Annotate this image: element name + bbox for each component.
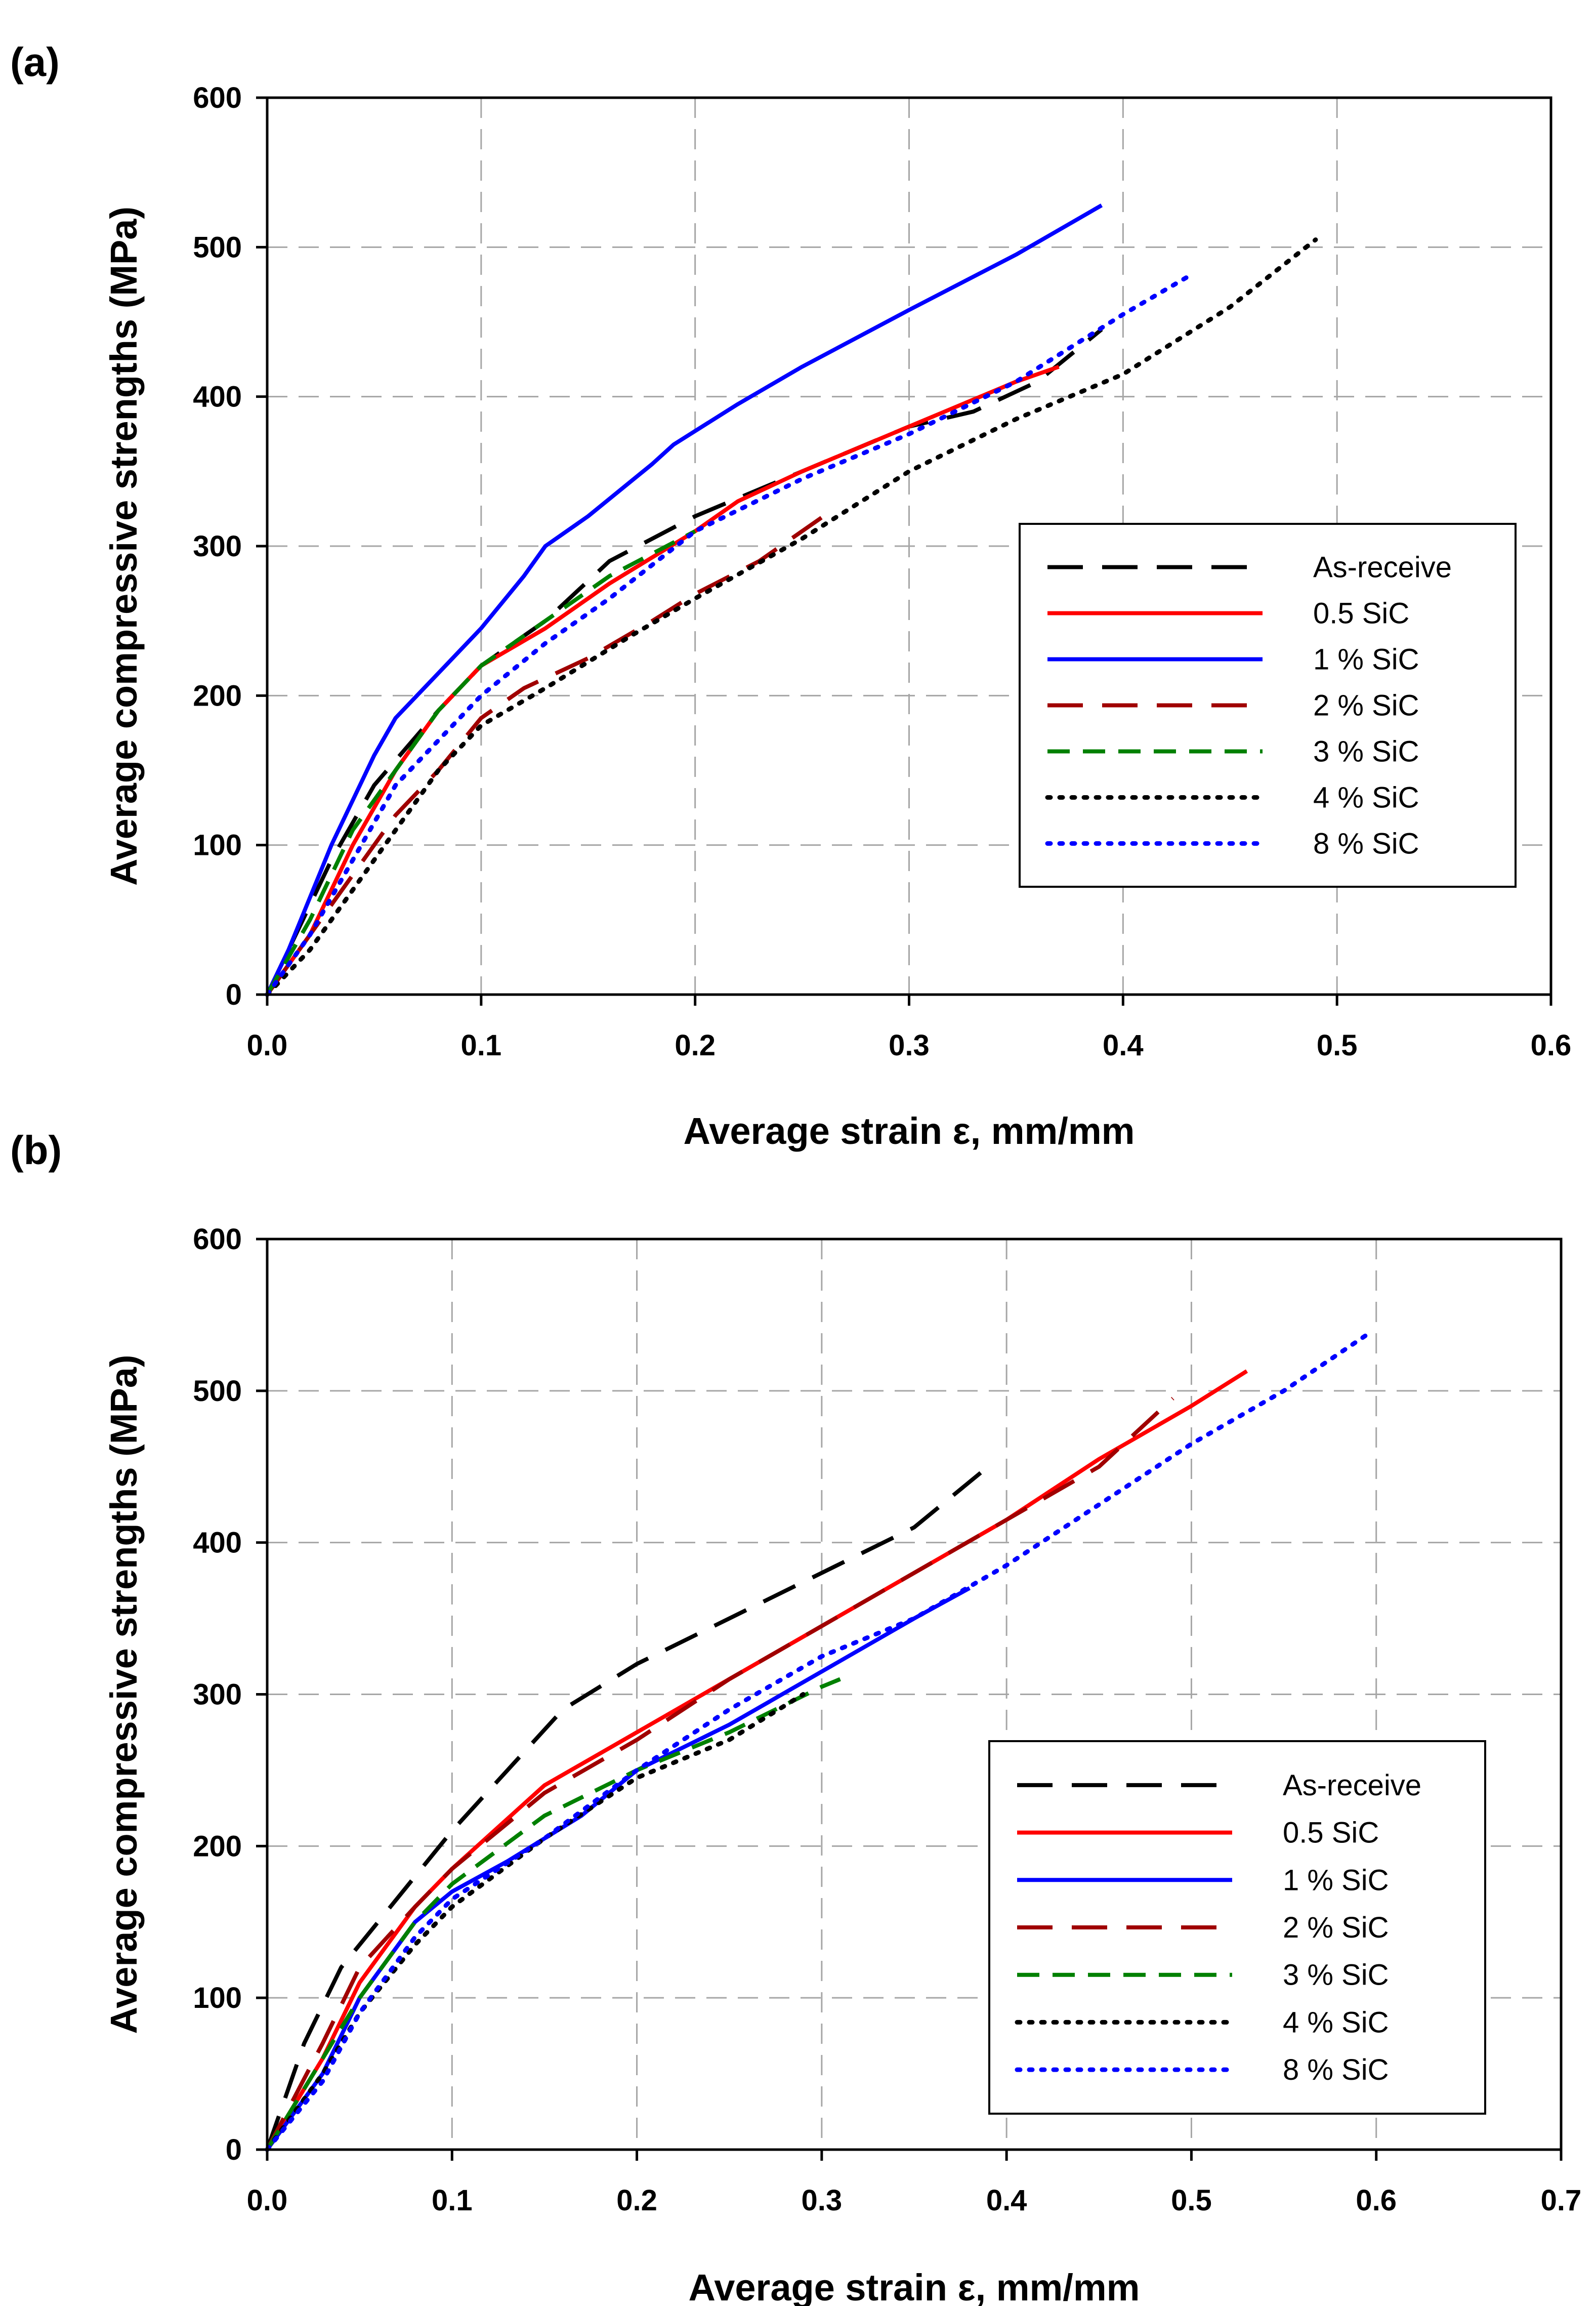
series-line-2-sic — [265, 514, 825, 996]
y-tick-label: 200 — [193, 679, 242, 712]
x-axis-title: Average strain ε, mm/mm — [684, 1110, 1135, 1152]
legend-label: 3 % SiC — [1283, 1959, 1389, 1992]
y-tick-label: 400 — [193, 1527, 242, 1559]
y-tick-label: 400 — [193, 381, 242, 414]
y-tick-label: 100 — [193, 1982, 242, 2014]
y-tick-label: 600 — [193, 1223, 242, 1256]
y-tick-label: 0 — [226, 978, 242, 1011]
panel-label: (b) — [10, 1128, 62, 1173]
legend-label: 8 % SiC — [1283, 2053, 1389, 2086]
x-tick-label: 0.2 — [675, 1029, 716, 1062]
legend-label: 2 % SiC — [1283, 1911, 1389, 1944]
series-line-as-receive — [265, 327, 1103, 996]
legend-label: 1 % SiC — [1313, 643, 1419, 676]
x-tick-label: 0.1 — [432, 2184, 473, 2217]
series-line-0-5-sic — [265, 1369, 1248, 2151]
series-group — [265, 203, 1318, 997]
y-tick-label: 300 — [193, 530, 242, 563]
legend-label: 0.5 SiC — [1283, 1817, 1379, 1849]
series-line-3-sic — [265, 1677, 841, 2151]
series-line-8-sic — [265, 274, 1190, 997]
x-tick-label: 0.1 — [461, 1029, 502, 1062]
series-line-8-sic — [265, 1332, 1369, 2152]
series-line-4-sic — [265, 237, 1318, 997]
legend-label: As-receive — [1313, 551, 1452, 584]
legend-label: 2 % SiC — [1313, 689, 1419, 722]
x-tick-label: 0.7 — [1541, 2184, 1582, 2217]
series-group — [265, 1332, 1369, 2152]
legend: As-receive 0.5 SiC 1 % SiC 2 % SiC 3 % SiC 4 … — [988, 1740, 1486, 2115]
x-tick-label: 0.3 — [889, 1029, 930, 1062]
x-tick-label: 0.6 — [1531, 1029, 1572, 1062]
y-tick-label: 300 — [193, 1678, 242, 1711]
y-tick-label: 600 — [193, 81, 242, 114]
panel-label: (a) — [10, 39, 60, 85]
y-tick-label: 200 — [193, 1830, 242, 1863]
series-line-4-sic — [265, 1692, 806, 2152]
panel-a: (a) 0.0 0.1 0.2 0.3 0.4 0.5 0.6 0 100 200 300 400 500… — [10, 39, 1571, 1152]
y-tick-label: 100 — [193, 829, 242, 862]
y-tick-label: 500 — [193, 1375, 242, 1408]
legend-label: 1 % SiC — [1283, 1864, 1389, 1897]
y-axis-title: Average compressive strengths (MPa) — [103, 207, 145, 886]
legend-label: 4 % SiC — [1283, 2006, 1389, 2039]
x-tick-label: 0.0 — [247, 2184, 288, 2217]
legend-label: 4 % SiC — [1313, 781, 1419, 814]
x-tick-label: 0.0 — [247, 1029, 288, 1062]
panel-b: (b) 0.0 0.1 0.2 0.3 0.4 0.5 0.6 0.7 0 100 200 300 400… — [10, 1128, 1581, 2306]
x-tick-label: 0.5 — [1317, 1029, 1358, 1062]
series-line-as-receive — [265, 1465, 990, 2151]
legend-label: As-receive — [1283, 1769, 1421, 1802]
y-axis-title: Average compressive strengths (MPa) — [103, 1354, 145, 2034]
legend-box — [988, 1740, 1486, 2115]
legend: As-receive 0.5 SiC 1 % SiC 2 % SiC 3 % SiC 4 … — [1019, 523, 1517, 888]
y-tick-label: 500 — [193, 231, 242, 264]
x-tick-label: 0.6 — [1356, 2184, 1397, 2217]
series-line-3-sic — [265, 529, 696, 996]
series-line-2-sic — [265, 1396, 1174, 2151]
x-tick-label: 0.4 — [1103, 1029, 1144, 1062]
x-tick-label: 0.4 — [986, 2184, 1027, 2217]
x-tick-label: 0.3 — [802, 2184, 843, 2217]
legend-label: 0.5 SiC — [1313, 597, 1409, 630]
series-line-0-5-sic — [265, 364, 1060, 996]
x-tick-label: 0.2 — [616, 2184, 657, 2217]
x-axis-title: Average strain ε, mm/mm — [689, 2267, 1140, 2306]
series-line-1-sic — [265, 203, 1103, 996]
y-tick-label: 0 — [226, 2133, 242, 2166]
legend-label: 8 % SiC — [1313, 828, 1419, 860]
legend-label: 3 % SiC — [1313, 735, 1419, 768]
x-tick-label: 0.5 — [1171, 2184, 1212, 2217]
